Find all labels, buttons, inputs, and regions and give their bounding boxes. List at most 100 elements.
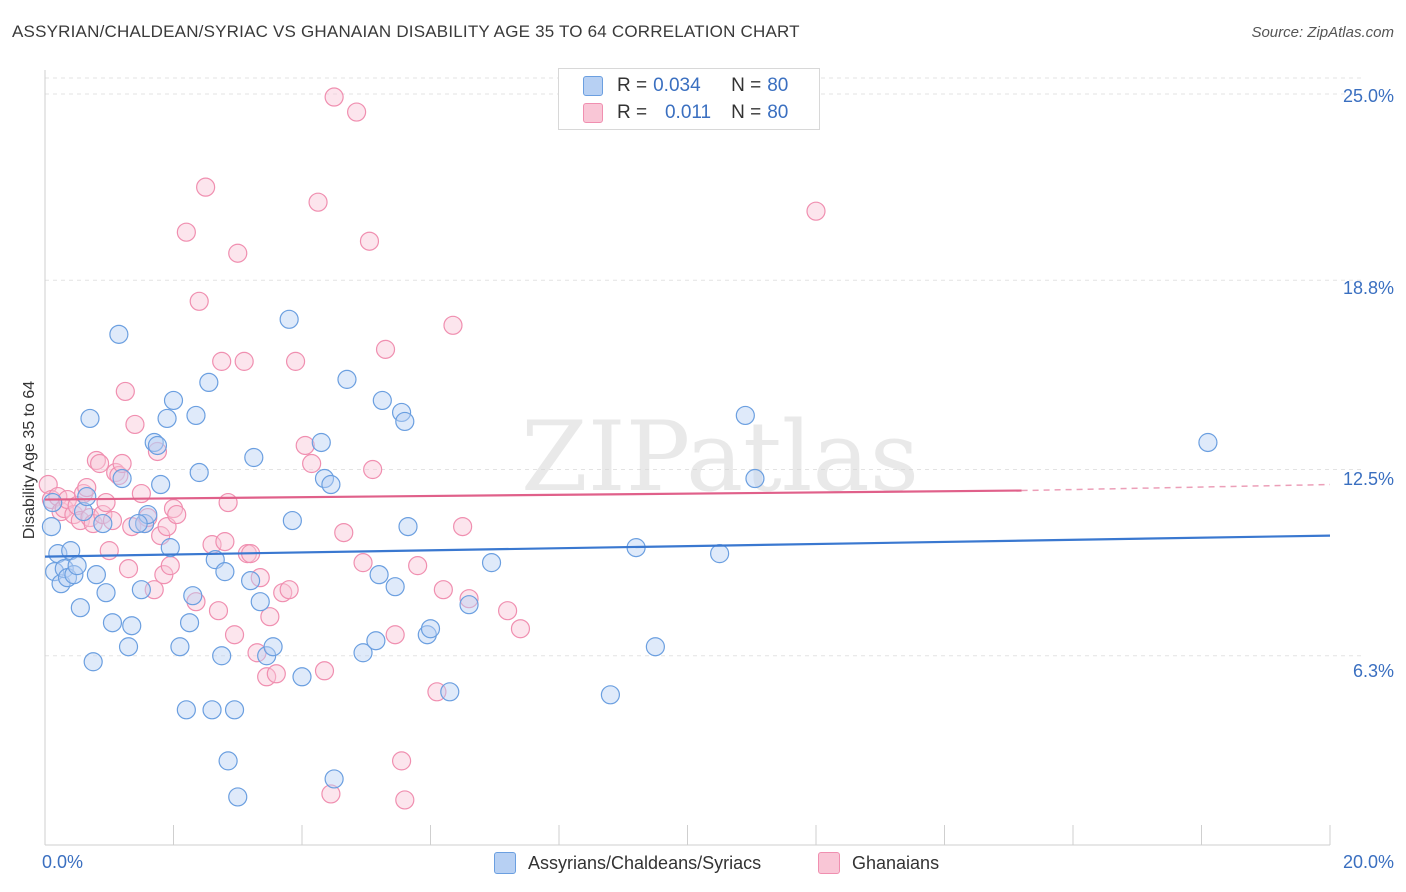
data-point [202, 700, 222, 720]
data-point [199, 372, 219, 393]
data-point [163, 390, 184, 411]
data-point [151, 474, 171, 495]
data-point [481, 553, 502, 573]
data-point [1198, 432, 1218, 453]
data-point [128, 513, 148, 534]
data-point [498, 601, 518, 621]
series-legend: Assyrians/Chaldeans/Syriacs Ghanaians [0, 852, 1406, 878]
data-point [806, 201, 826, 221]
data-point [80, 408, 100, 429]
data-point [99, 541, 119, 561]
data-point [395, 790, 415, 810]
legend-item-assyrians: Assyrians/Chaldeans/Syriacs [494, 852, 761, 874]
n-value: 80 [767, 102, 789, 123]
data-point [228, 787, 248, 807]
data-point [710, 544, 730, 564]
data-point [363, 459, 383, 480]
legend-swatch-blue [583, 76, 603, 96]
data-point [459, 595, 479, 615]
data-point [353, 643, 373, 663]
data-point [67, 556, 87, 576]
data-point [417, 625, 437, 645]
data-point [125, 414, 145, 435]
data-point [189, 291, 209, 311]
correlation-legend: R = 0.034 N = 80 R = 0.011 N = 80 [558, 68, 820, 130]
data-point [147, 435, 168, 456]
watermark: ZIPatlas [521, 401, 919, 513]
data-point [295, 435, 315, 456]
data-point [93, 513, 113, 534]
data-point [109, 465, 129, 486]
data-point [600, 685, 621, 705]
data-point [279, 580, 299, 600]
data-point [334, 522, 354, 543]
data-point [218, 751, 238, 771]
data-point [353, 553, 373, 573]
data-point [440, 682, 460, 702]
data-point [324, 769, 344, 789]
data-point [224, 700, 245, 720]
legend-swatch-blue [494, 852, 516, 874]
chart-title: ASSYRIAN/CHALDEAN/SYRIAC VS GHANAIAN DIS… [12, 22, 800, 41]
data-point [285, 351, 306, 371]
y-tick-label: 18.8% [1342, 278, 1394, 298]
data-point [131, 483, 151, 504]
data-point [292, 667, 312, 687]
x-tick-min: 0.0% [42, 852, 84, 872]
source-label: Source: ZipAtlas.com [1251, 24, 1394, 41]
data-point [228, 243, 248, 263]
assyrians-points [41, 309, 1218, 807]
data-point [375, 339, 396, 359]
data-point [96, 583, 116, 603]
n-label: N = [731, 75, 762, 96]
data-point [212, 646, 232, 666]
data-point [170, 637, 190, 657]
data-point [234, 351, 254, 371]
data-point [408, 556, 428, 576]
data-point [510, 619, 531, 639]
data-point [244, 447, 264, 468]
y-tick-label: 25.0% [1342, 86, 1394, 106]
data-point [118, 559, 139, 579]
legend-swatch-pink [818, 852, 840, 874]
legend-label: Assyrians/Chaldeans/Syriacs [528, 852, 762, 873]
data-point [366, 631, 386, 651]
data-point [391, 751, 412, 771]
data-point [433, 580, 453, 600]
data-point [73, 501, 94, 522]
legend-label: Ghanaians [852, 852, 940, 873]
r-value: 0.034 [653, 75, 701, 96]
data-point [144, 432, 164, 453]
data-point [77, 486, 97, 507]
legend-swatch-pink [583, 103, 603, 123]
data-point [41, 516, 62, 537]
data-point [347, 102, 367, 122]
data-point [208, 601, 229, 621]
data-point [359, 231, 380, 251]
data-point [282, 510, 302, 531]
data-point [218, 492, 238, 513]
data-point [115, 381, 135, 402]
n-value: 80 [767, 75, 789, 96]
data-point [215, 562, 235, 582]
data-point [90, 453, 110, 474]
r-label: R = [617, 75, 648, 96]
legend-row-assyrians: R = 0.034 N = 80 [583, 73, 789, 99]
legend-item-ghanaians: Ghanaians [818, 852, 939, 874]
data-point [443, 315, 463, 335]
data-point [176, 222, 196, 242]
data-point [385, 625, 405, 645]
data-point [324, 87, 344, 107]
data-point [398, 516, 418, 537]
data-point [250, 592, 270, 612]
n-label: N = [731, 102, 762, 123]
data-point [86, 565, 107, 585]
trend-line-ghanaians-extension [1021, 483, 1331, 492]
data-point [314, 661, 335, 681]
data-point [279, 309, 299, 329]
data-point [302, 453, 322, 474]
data-point [112, 468, 132, 489]
data-point [186, 592, 206, 612]
data-point [118, 637, 139, 657]
x-tick-max: 20.0% [1342, 852, 1394, 872]
